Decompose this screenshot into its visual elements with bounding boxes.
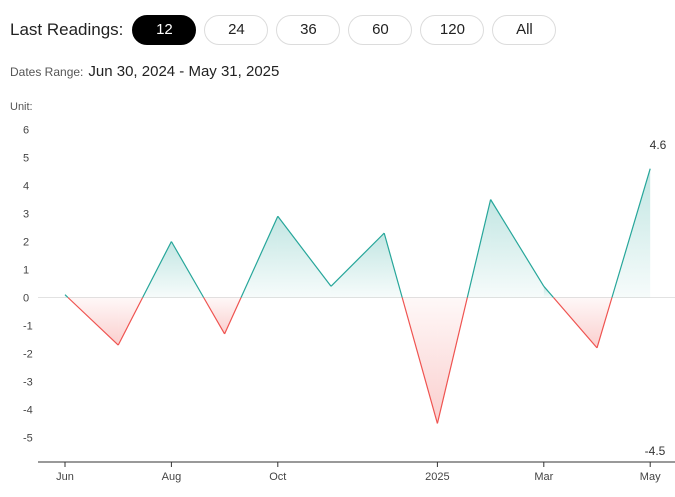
- data-point: [330, 285, 333, 288]
- last-readings-label: Last Readings:: [10, 19, 124, 39]
- range-button-120[interactable]: 120: [420, 14, 485, 45]
- series-line-negative: [436, 297, 468, 424]
- y-tick-label: 3: [23, 209, 29, 221]
- series-line-positive: [490, 199, 545, 287]
- max-annotation: 4.6: [650, 138, 667, 152]
- x-tick-label: Jun: [56, 471, 74, 483]
- series-line-negative: [553, 297, 598, 349]
- dates-range: Dates Range: Jun 30, 2024 - May 31, 2025: [10, 63, 279, 80]
- series-line-positive: [611, 168, 651, 298]
- range-button-12[interactable]: 12: [132, 14, 197, 45]
- series-line-negative: [224, 297, 242, 335]
- range-button-all[interactable]: All: [492, 14, 557, 45]
- unit-label: Unit:: [10, 101, 33, 113]
- series-line-positive: [170, 241, 205, 298]
- series-line-positive: [142, 241, 172, 298]
- last-readings-bar: Last Readings: 12 24 36 60 120 All: [10, 13, 564, 46]
- data-point: [276, 215, 279, 218]
- positive-area: [277, 216, 331, 298]
- data-point: [596, 346, 599, 349]
- y-tick-label: -1: [23, 321, 33, 333]
- y-tick-label: -5: [23, 433, 33, 445]
- dates-range-value: Jun 30, 2024 - May 31, 2025: [88, 63, 280, 80]
- x-tick-label: Aug: [162, 471, 182, 483]
- range-button-24[interactable]: 24: [204, 14, 269, 45]
- series-line-positive: [543, 285, 554, 298]
- y-tick-label: 2: [23, 237, 29, 249]
- series-line-positive: [64, 294, 69, 298]
- series-line-positive: [330, 232, 385, 287]
- series-line-negative: [401, 297, 438, 424]
- series-line-negative: [67, 297, 119, 346]
- series-line-positive: [466, 199, 492, 298]
- y-tick-label: -4: [23, 405, 33, 417]
- y-tick-label: -2: [23, 349, 33, 361]
- positive-area: [490, 199, 544, 298]
- y-tick-label: 6: [23, 125, 29, 137]
- y-tick-label: -3: [23, 377, 33, 389]
- series-line-positive: [240, 216, 279, 298]
- series-line-positive: [383, 232, 403, 298]
- x-tick-label: Mar: [534, 471, 553, 483]
- data-point: [223, 332, 226, 335]
- data-point: [489, 198, 492, 201]
- positive-area: [331, 233, 385, 298]
- x-tick-label: May: [640, 471, 661, 483]
- min-annotation: -4.5: [645, 444, 666, 458]
- dates-range-label: Dates Range:: [10, 65, 84, 79]
- x-tick-label: Oct: [269, 471, 286, 483]
- data-point: [383, 232, 386, 235]
- series-line-negative: [203, 297, 226, 335]
- range-selector: 12 24 36 60 120 All: [132, 14, 564, 45]
- y-tick-label: 1: [23, 265, 29, 277]
- x-tick-label: 2025: [425, 471, 449, 483]
- data-point: [436, 422, 439, 425]
- series-line-positive: [277, 215, 332, 287]
- data-point: [649, 167, 652, 170]
- data-point: [170, 240, 173, 243]
- series-line-negative: [596, 297, 613, 349]
- data-point: [542, 285, 545, 288]
- y-tick-label: 5: [23, 153, 29, 165]
- y-tick-label: 0: [23, 293, 29, 305]
- range-button-60[interactable]: 60: [348, 14, 413, 45]
- data-point: [64, 293, 67, 296]
- series-line-negative: [117, 297, 144, 346]
- data-point: [117, 344, 120, 347]
- range-button-36[interactable]: 36: [276, 14, 341, 45]
- y-tick-label: 4: [23, 181, 29, 193]
